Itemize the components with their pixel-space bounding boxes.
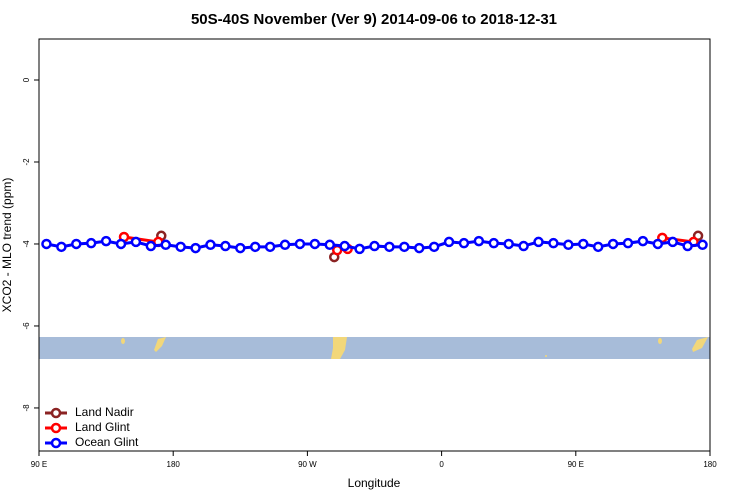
- x-tick-label: 0: [439, 460, 444, 469]
- data-point: [205, 239, 216, 251]
- data-point: [682, 240, 693, 252]
- data-point: [384, 241, 395, 253]
- y-tick-label: -4: [22, 240, 31, 248]
- data-point: [279, 239, 291, 251]
- data-point: [309, 238, 321, 250]
- data-point: [533, 236, 544, 248]
- data-point: [488, 237, 500, 249]
- data-point: [130, 236, 142, 248]
- x-tick-label: 180: [167, 460, 181, 469]
- x-tick-label: 90 W: [298, 460, 317, 469]
- legend-label: Land Glint: [75, 420, 130, 434]
- legend-marker: [50, 422, 62, 434]
- data-point: [399, 241, 410, 253]
- data-point: [115, 238, 127, 250]
- data-point: [324, 239, 336, 251]
- data-point: [652, 238, 664, 250]
- data-point: [637, 235, 649, 247]
- data-point: [190, 242, 201, 254]
- y-tick-label: -8: [22, 404, 31, 412]
- data-point: [413, 242, 425, 254]
- y-tick-label: 0: [22, 77, 31, 82]
- data-point: [354, 243, 365, 255]
- data-point: [339, 240, 350, 252]
- data-point: [503, 238, 514, 250]
- legend-marker: [50, 437, 62, 449]
- data-point: [264, 241, 276, 253]
- data-point: [369, 240, 380, 252]
- data-point: [697, 239, 708, 251]
- data-point: [428, 241, 440, 253]
- data-point: [443, 236, 455, 248]
- land-shapes: [121, 337, 708, 359]
- data-point: [41, 238, 52, 250]
- data-point: [56, 241, 67, 253]
- legend-label: Land Nadir: [75, 405, 134, 419]
- x-tick-label: 180: [703, 460, 717, 469]
- data-point: [249, 241, 261, 253]
- y-tick-label: -2: [22, 158, 31, 166]
- data-point: [667, 236, 678, 248]
- legend-label: Ocean Glint: [75, 435, 139, 449]
- x-tick-label: 90 E: [31, 460, 47, 469]
- data-point: [235, 242, 246, 254]
- data-point: [100, 235, 112, 247]
- data-point: [175, 241, 186, 253]
- chart-title: 50S-40S November (Ver 9) 2014-09-06 to 2…: [191, 11, 557, 28]
- data-point: [220, 240, 231, 252]
- data-point: [473, 235, 485, 247]
- y-tick-label: -6: [22, 322, 31, 330]
- data-point: [578, 238, 589, 250]
- data-point: [458, 237, 470, 249]
- data-point: [85, 237, 97, 249]
- data-point: [607, 238, 619, 250]
- data-point: [71, 238, 82, 250]
- x-tick-label: 90 E: [568, 460, 584, 469]
- data-point: [294, 238, 306, 250]
- data-point: [548, 237, 559, 249]
- data-point: [592, 241, 604, 253]
- map-strip: [39, 337, 710, 359]
- x-axis-label: Longitude: [348, 476, 401, 490]
- data-point: [145, 240, 157, 252]
- data-point: [518, 240, 529, 252]
- data-point: [160, 239, 171, 251]
- plot-frame: [38, 38, 711, 452]
- y-axis-label: XCO2 - MLO trend (ppm): [0, 178, 14, 313]
- data-point: [622, 237, 634, 249]
- legend-marker: [50, 407, 62, 419]
- data-point: [563, 239, 574, 251]
